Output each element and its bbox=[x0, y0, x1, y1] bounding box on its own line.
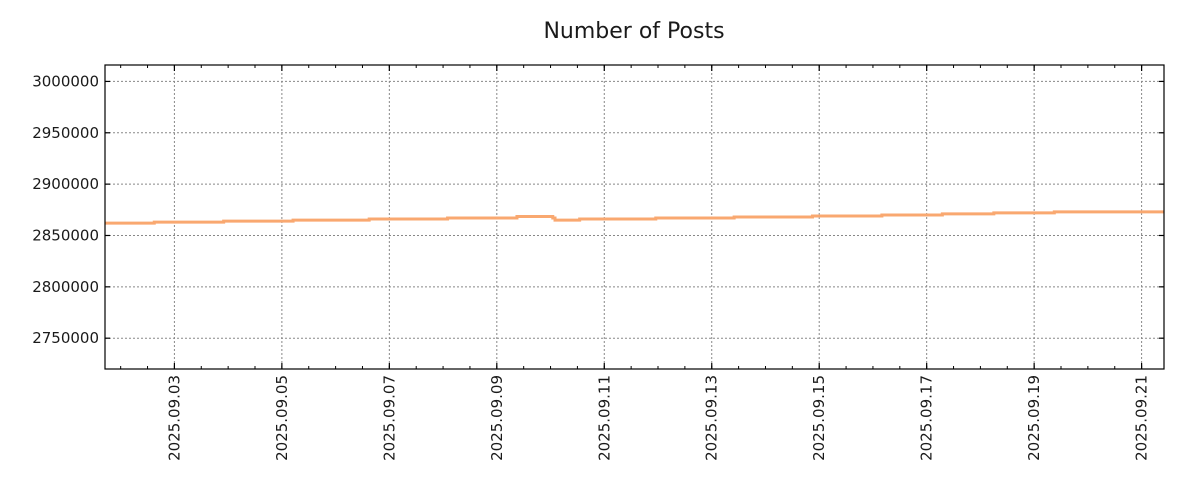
y-tick-label: 2850000 bbox=[32, 226, 99, 244]
chart-title: Number of Posts bbox=[543, 19, 724, 44]
plot-frame bbox=[104, 64, 1165, 370]
y-tick-label: 2800000 bbox=[32, 278, 99, 296]
x-tick-label: 2025.09.19 bbox=[1025, 375, 1043, 461]
y-tick-label: 2950000 bbox=[32, 124, 99, 142]
x-tick-label: 2025.09.21 bbox=[1133, 375, 1151, 461]
y-tick-label: 2900000 bbox=[32, 175, 99, 193]
x-tick-label: 2025.09.07 bbox=[380, 375, 398, 461]
x-tick-label: 2025.09.03 bbox=[165, 375, 183, 461]
x-tick-label: 2025.09.05 bbox=[273, 375, 291, 461]
x-tick-label: 2025.09.15 bbox=[810, 375, 828, 461]
y-tick-label: 3000000 bbox=[32, 72, 99, 90]
ticks: 2750000 2800000 2850000 2900000 2950000 30000… bbox=[32, 65, 1164, 461]
grid bbox=[105, 65, 1164, 369]
x-tick-label: 2025.09.09 bbox=[488, 375, 506, 461]
series-layer bbox=[105, 210, 1164, 225]
x-tick-label: 2025.09.13 bbox=[703, 375, 721, 461]
x-tick-label: 2025.09.17 bbox=[918, 375, 936, 461]
x-tick-label: 2025.09.11 bbox=[595, 375, 613, 461]
y-tick-label: 2750000 bbox=[32, 329, 99, 347]
series-line bbox=[105, 210, 1164, 225]
